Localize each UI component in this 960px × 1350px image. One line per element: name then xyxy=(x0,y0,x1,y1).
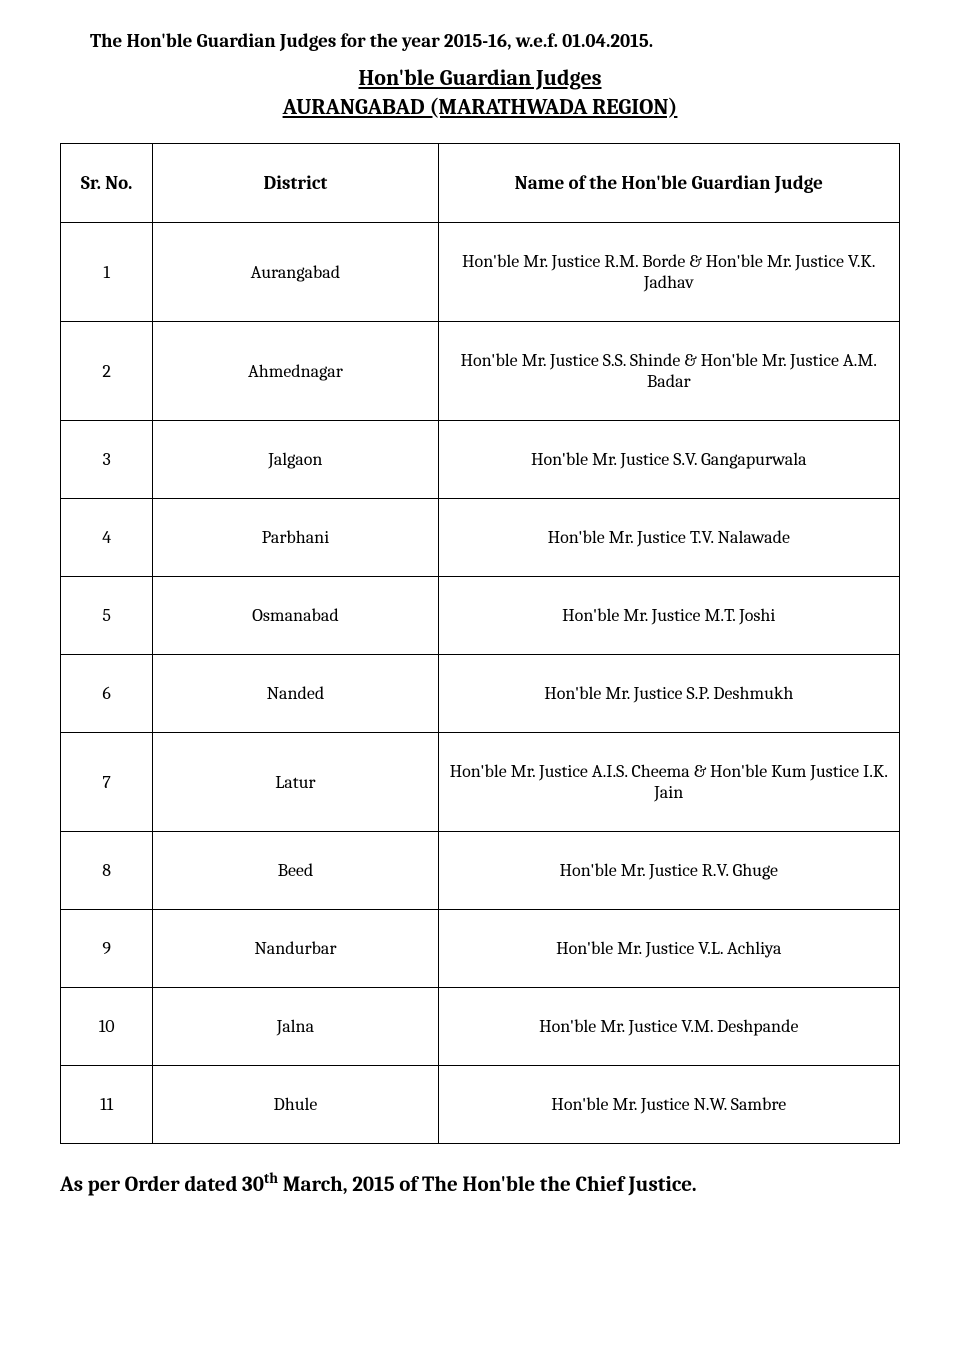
table-row: 8BeedHon'ble Mr. Justice R.V. Ghuge xyxy=(61,832,900,910)
cell-sr: 6 xyxy=(61,655,153,733)
table-row: 10JalnaHon'ble Mr. Justice V.M. Deshpand… xyxy=(61,988,900,1066)
cell-sr: 9 xyxy=(61,910,153,988)
cell-district: Beed xyxy=(153,832,438,910)
cell-district: Jalna xyxy=(153,988,438,1066)
cell-judge: Hon'ble Mr. Justice N.W. Sambre xyxy=(438,1066,899,1144)
cell-judge: Hon'ble Mr. Justice R.V. Ghuge xyxy=(438,832,899,910)
table-row: 9NandurbarHon'ble Mr. Justice V.L. Achli… xyxy=(61,910,900,988)
heading-line-1: Hon'ble Guardian Judges xyxy=(60,64,900,93)
footer-note: As per Order dated 30th March, 2015 of T… xyxy=(60,1170,900,1197)
page-title: The Hon'ble Guardian Judges for the year… xyxy=(90,30,900,52)
cell-district: Parbhani xyxy=(153,499,438,577)
cell-judge: Hon'ble Mr. Justice M.T. Joshi xyxy=(438,577,899,655)
col-header-district: District xyxy=(153,144,438,223)
cell-judge: Hon'ble Mr. Justice R.M. Borde & Hon'ble… xyxy=(438,223,899,322)
footer-suffix: March, 2015 of The Hon'ble the Chief Jus… xyxy=(278,1173,697,1197)
heading-block: Hon'ble Guardian Judges AURANGABAD (MARA… xyxy=(60,64,900,121)
cell-sr: 5 xyxy=(61,577,153,655)
table-row: 3JalgaonHon'ble Mr. Justice S.V. Gangapu… xyxy=(61,421,900,499)
table-header-row: Sr. No. District Name of the Hon'ble Gua… xyxy=(61,144,900,223)
table-row: 7LaturHon'ble Mr. Justice A.I.S. Cheema … xyxy=(61,733,900,832)
cell-sr: 11 xyxy=(61,1066,153,1144)
cell-district: Aurangabad xyxy=(153,223,438,322)
cell-district: Nanded xyxy=(153,655,438,733)
cell-judge: Hon'ble Mr. Justice A.I.S. Cheema & Hon'… xyxy=(438,733,899,832)
cell-sr: 8 xyxy=(61,832,153,910)
cell-judge: Hon'ble Mr. Justice T.V. Nalawade xyxy=(438,499,899,577)
heading-line-2: AURANGABAD (MARATHWADA REGION) xyxy=(60,93,900,122)
table-row: 6NandedHon'ble Mr. Justice S.P. Deshmukh xyxy=(61,655,900,733)
cell-district: Nandurbar xyxy=(153,910,438,988)
cell-sr: 1 xyxy=(61,223,153,322)
cell-district: Latur xyxy=(153,733,438,832)
cell-district: Dhule xyxy=(153,1066,438,1144)
table-row: 4ParbhaniHon'ble Mr. Justice T.V. Nalawa… xyxy=(61,499,900,577)
table-row: 11DhuleHon'ble Mr. Justice N.W. Sambre xyxy=(61,1066,900,1144)
cell-sr: 4 xyxy=(61,499,153,577)
judges-table: Sr. No. District Name of the Hon'ble Gua… xyxy=(60,143,900,1144)
cell-district: Ahmednagar xyxy=(153,322,438,421)
cell-district: Jalgaon xyxy=(153,421,438,499)
table-row: 1AurangabadHon'ble Mr. Justice R.M. Bord… xyxy=(61,223,900,322)
cell-sr: 3 xyxy=(61,421,153,499)
cell-judge: Hon'ble Mr. Justice V.M. Deshpande xyxy=(438,988,899,1066)
footer-prefix: As per Order dated 30 xyxy=(60,1173,264,1197)
table-row: 2AhmednagarHon'ble Mr. Justice S.S. Shin… xyxy=(61,322,900,421)
cell-judge: Hon'ble Mr. Justice V.L. Achliya xyxy=(438,910,899,988)
col-header-sr: Sr. No. xyxy=(61,144,153,223)
table-row: 5OsmanabadHon'ble Mr. Justice M.T. Joshi xyxy=(61,577,900,655)
cell-judge: Hon'ble Mr. Justice S.V. Gangapurwala xyxy=(438,421,899,499)
col-header-judge: Name of the Hon'ble Guardian Judge xyxy=(438,144,899,223)
cell-judge: Hon'ble Mr. Justice S.P. Deshmukh xyxy=(438,655,899,733)
cell-district: Osmanabad xyxy=(153,577,438,655)
cell-judge: Hon'ble Mr. Justice S.S. Shinde & Hon'bl… xyxy=(438,322,899,421)
cell-sr: 7 xyxy=(61,733,153,832)
cell-sr: 2 xyxy=(61,322,153,421)
cell-sr: 10 xyxy=(61,988,153,1066)
footer-ordinal: th xyxy=(264,1170,278,1187)
